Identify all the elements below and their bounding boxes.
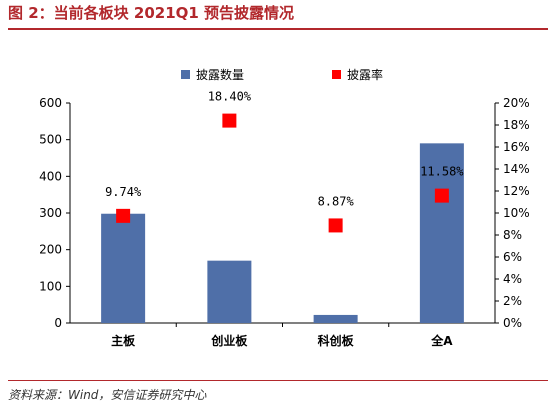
- legend-swatch-bar: [181, 70, 190, 79]
- bar-1: [101, 213, 146, 323]
- left-tick-label: 200: [39, 243, 62, 257]
- legend-label-bar: 披露数量: [196, 67, 244, 82]
- left-tick-label: 500: [39, 133, 62, 147]
- category-label-4: 全A: [430, 333, 453, 348]
- right-tick-label: 20%: [503, 96, 530, 110]
- bar-4: [419, 143, 464, 323]
- rate-label-1: 9.74%: [105, 185, 142, 199]
- category-label-2: 创业板: [210, 333, 248, 348]
- right-tick-label: 10%: [503, 206, 530, 220]
- category-label-1: 主板: [111, 333, 136, 348]
- left-tick-label: 100: [39, 279, 62, 293]
- legend-swatch-marker: [332, 70, 341, 79]
- rate-label-2: 18.40%: [208, 90, 252, 104]
- category-label-3: 科创板: [318, 333, 355, 348]
- footer-rule: [8, 380, 548, 381]
- right-tick-label: 6%: [503, 250, 522, 264]
- figure-title: 图 2：当前各板块 2021Q1 预告披露情况: [8, 4, 295, 22]
- right-tick-label: 12%: [503, 184, 530, 198]
- rate-label-3: 8.87%: [318, 194, 355, 208]
- bar-2: [207, 260, 252, 323]
- left-tick-label: 600: [39, 96, 62, 110]
- rate-label-4: 11.58%: [420, 165, 464, 179]
- right-tick-label: 18%: [503, 118, 530, 132]
- rate-marker-4: [434, 188, 449, 203]
- source-note: 资料来源：Wind，安信证券研究中心: [8, 388, 207, 402]
- right-tick-label: 14%: [503, 162, 530, 176]
- left-tick-label: 400: [39, 169, 62, 183]
- right-tick-label: 0%: [503, 316, 522, 330]
- rate-marker-2: [222, 113, 237, 128]
- left-tick-label: 0: [54, 316, 62, 330]
- right-tick-label: 4%: [503, 272, 522, 286]
- right-tick-label: 2%: [503, 294, 522, 308]
- right-tick-label: 16%: [503, 140, 530, 154]
- rate-marker-3: [328, 218, 343, 233]
- legend-label-marker: 披露率: [347, 67, 383, 82]
- bar-3: [313, 314, 358, 323]
- rate-marker-1: [116, 208, 131, 223]
- left-tick-label: 300: [39, 206, 62, 220]
- right-tick-label: 8%: [503, 228, 522, 242]
- title-rule: [8, 28, 548, 30]
